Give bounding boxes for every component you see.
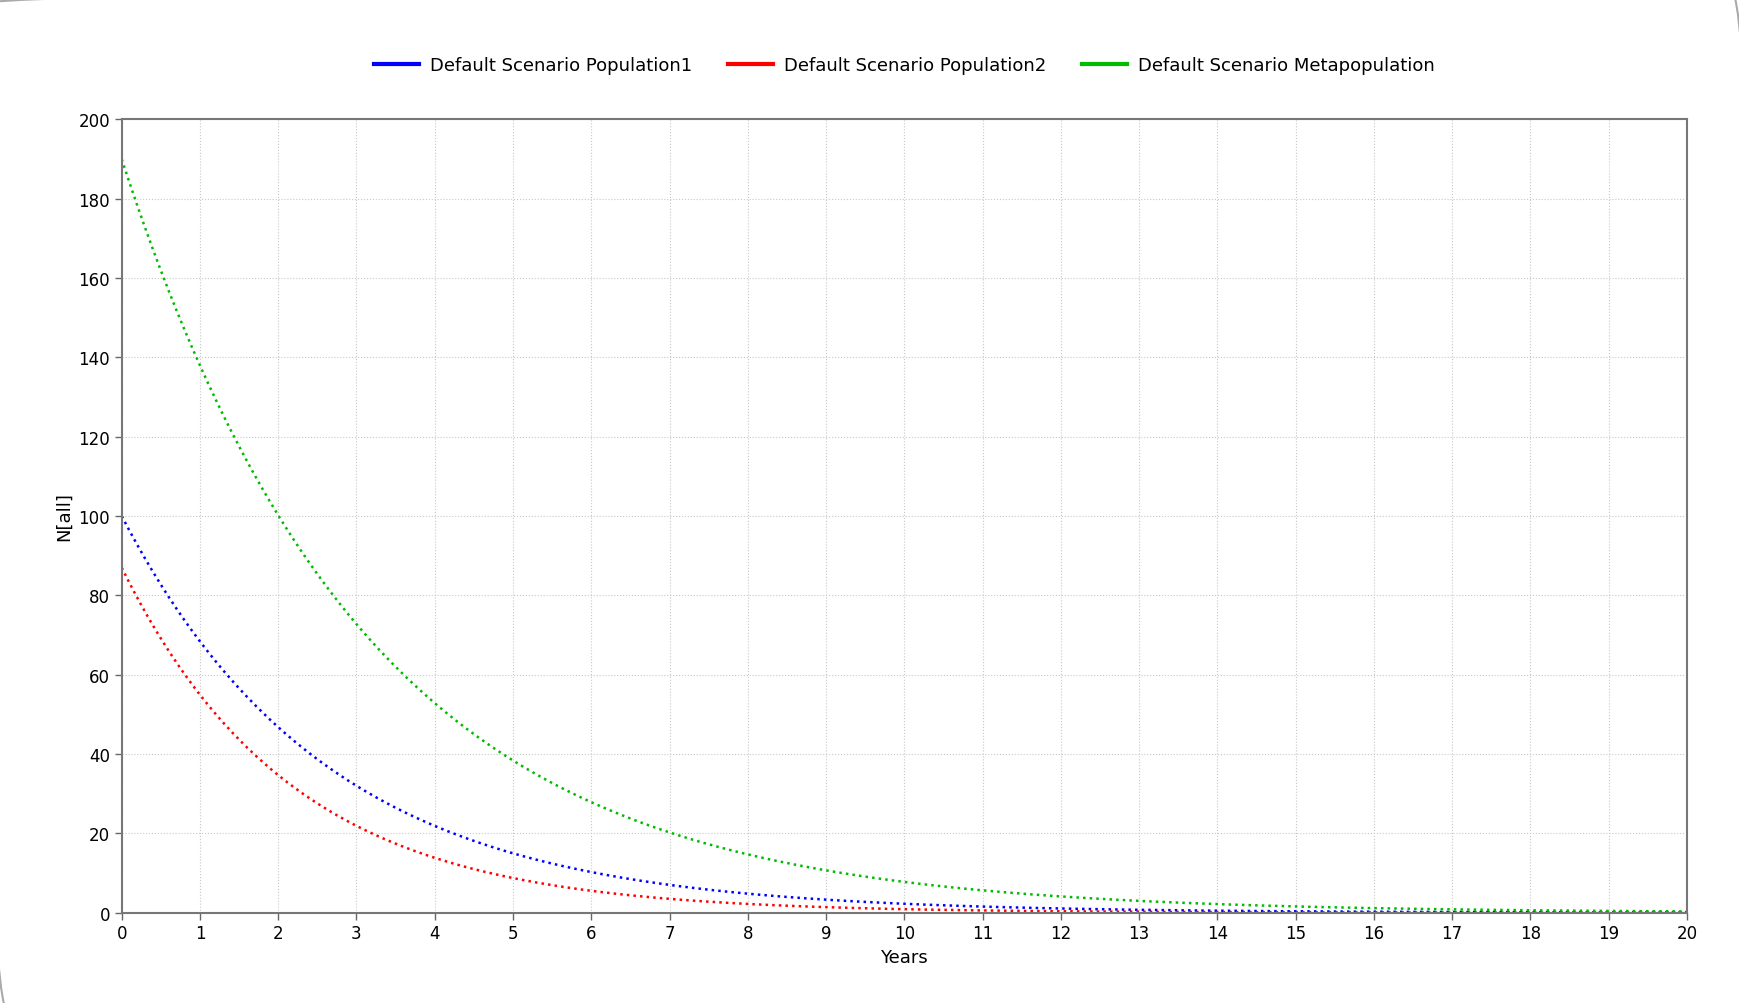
Default Scenario Population2 [800, 901, 821, 913]
Default Scenario Metapopulation [111, 153, 132, 165]
Default Scenario Population1 [744, 889, 765, 901]
Default Scenario Metapopulation [744, 851, 765, 863]
Line: Default Scenario Population1: Default Scenario Population1 [122, 517, 1687, 913]
Line: Default Scenario Population2: Default Scenario Population2 [122, 568, 1687, 913]
Default Scenario Metapopulation [800, 862, 821, 874]
Default Scenario Metapopulation [1360, 902, 1381, 914]
Default Scenario Population1 [271, 724, 292, 736]
X-axis label: Years: Years [880, 948, 929, 966]
Default Scenario Metapopulation [1332, 902, 1353, 914]
Default Scenario Metapopulation [1186, 898, 1207, 910]
Line: Default Scenario Metapopulation: Default Scenario Metapopulation [122, 159, 1687, 912]
Default Scenario Population1 [111, 511, 132, 523]
Default Scenario Population2 [744, 899, 765, 911]
Default Scenario Population2 [1676, 907, 1697, 919]
Default Scenario Population2 [111, 562, 132, 574]
Default Scenario Population1 [1676, 907, 1697, 919]
Default Scenario Population2 [271, 772, 292, 784]
Default Scenario Population1 [1332, 906, 1353, 918]
Default Scenario Metapopulation [1676, 906, 1697, 918]
Default Scenario Population2 [1186, 906, 1207, 918]
Y-axis label: N[all]: N[all] [54, 492, 73, 541]
Default Scenario Population1 [800, 893, 821, 905]
Legend: Default Scenario Population1, Default Scenario Population2, Default Scenario Met: Default Scenario Population1, Default Sc… [367, 50, 1442, 82]
Default Scenario Population1 [1186, 905, 1207, 917]
Default Scenario Population1 [1360, 906, 1381, 918]
Default Scenario Population2 [1360, 907, 1381, 919]
Default Scenario Metapopulation [271, 516, 292, 528]
Default Scenario Population2 [1332, 907, 1353, 919]
